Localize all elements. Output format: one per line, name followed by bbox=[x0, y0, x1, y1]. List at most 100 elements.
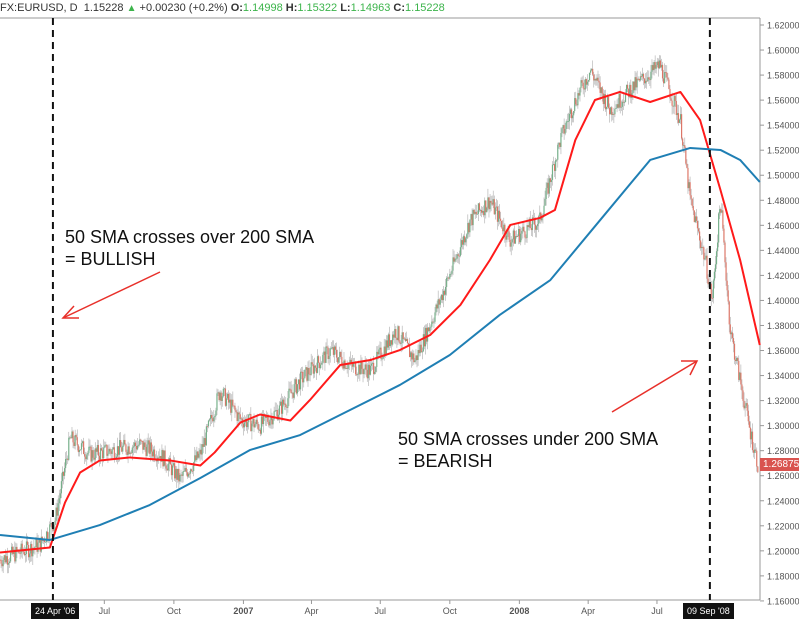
candle-body bbox=[729, 324, 731, 335]
candle-body bbox=[292, 392, 294, 398]
candle-body bbox=[381, 358, 383, 360]
candle-body bbox=[332, 347, 334, 355]
candle-body bbox=[562, 125, 564, 129]
candle-body bbox=[7, 563, 10, 565]
candle-body bbox=[197, 451, 199, 458]
candle-body bbox=[633, 81, 635, 91]
candle-body bbox=[94, 448, 96, 460]
candle-body bbox=[275, 409, 277, 411]
price-change: +0.00230 (+0.2%) bbox=[139, 2, 228, 14]
candle-body bbox=[220, 392, 222, 401]
candle-body bbox=[37, 542, 39, 552]
candle-body bbox=[253, 418, 255, 428]
candle-body bbox=[79, 449, 82, 451]
candle-body bbox=[138, 444, 140, 446]
candle-body bbox=[315, 367, 318, 373]
candle-body bbox=[438, 299, 440, 305]
candle-body bbox=[6, 556, 9, 565]
candle-body bbox=[420, 344, 422, 353]
candle-body bbox=[591, 68, 593, 71]
candle-body bbox=[223, 388, 225, 390]
candle-body bbox=[421, 351, 423, 353]
candle-body bbox=[613, 113, 615, 115]
candle-body bbox=[688, 182, 690, 189]
candles bbox=[0, 55, 759, 574]
candle-body bbox=[683, 145, 685, 147]
candle-body bbox=[170, 464, 173, 476]
candle-body bbox=[150, 442, 152, 452]
symbol-name[interactable]: FX:EURUSD, D bbox=[0, 2, 78, 14]
candle-body bbox=[417, 349, 419, 360]
candle-body bbox=[219, 392, 221, 401]
candle-body bbox=[69, 437, 71, 439]
candle-body bbox=[252, 418, 254, 424]
candle-body bbox=[548, 178, 550, 194]
candle-body bbox=[678, 119, 681, 123]
candle-body bbox=[636, 78, 638, 88]
price-axis[interactable]: 1.16000 1.18000 1.20000 1.22000 1.24000 1.260… bbox=[760, 21, 799, 607]
candle-body bbox=[328, 355, 330, 360]
candle-body bbox=[183, 471, 185, 472]
candle-body bbox=[736, 358, 738, 362]
candle-body bbox=[92, 450, 94, 458]
candle-body bbox=[497, 210, 500, 222]
candle-body bbox=[715, 251, 718, 265]
candle-body bbox=[95, 448, 97, 452]
candle-body bbox=[552, 164, 555, 165]
candle-body bbox=[350, 359, 352, 364]
candle-body bbox=[356, 374, 358, 376]
candle-body bbox=[522, 226, 524, 231]
candle-body bbox=[111, 449, 113, 454]
candle-body bbox=[324, 351, 326, 363]
candle-body bbox=[560, 133, 562, 147]
time-tick-label: Apr bbox=[304, 606, 318, 616]
candle-body bbox=[664, 72, 666, 84]
close-value: 1.15228 bbox=[405, 2, 445, 14]
candle-body bbox=[725, 262, 727, 281]
time-axis[interactable]: Jul Oct 2007 Apr Jul Oct 2008 Apr Jul bbox=[99, 600, 663, 616]
candle-body bbox=[699, 231, 701, 241]
candle-body bbox=[596, 77, 598, 81]
candle-body bbox=[309, 374, 311, 376]
candle-body bbox=[620, 106, 622, 108]
candle-body bbox=[374, 371, 376, 374]
price-tick-label: 1.16000 bbox=[767, 596, 799, 606]
candle-body bbox=[26, 541, 29, 545]
candle-body bbox=[254, 424, 256, 428]
candle-body bbox=[443, 290, 446, 295]
candle-body bbox=[91, 450, 93, 462]
candle-body bbox=[665, 72, 667, 73]
candle-body bbox=[297, 379, 300, 385]
last-price-label: 1.26875 bbox=[760, 458, 799, 471]
candle-body bbox=[366, 369, 368, 379]
candle-body bbox=[192, 470, 194, 472]
candle-body bbox=[200, 449, 202, 455]
candle-body bbox=[719, 209, 721, 214]
candle-body bbox=[325, 346, 327, 363]
candle-body bbox=[164, 450, 166, 466]
candle-body bbox=[179, 474, 181, 482]
candle-body bbox=[376, 351, 378, 367]
candle-body bbox=[22, 551, 24, 553]
candle-body bbox=[479, 210, 482, 211]
candle-body bbox=[491, 202, 493, 205]
candle-body bbox=[564, 128, 566, 134]
candle-body bbox=[360, 360, 362, 375]
candle-body bbox=[422, 334, 424, 352]
candle-body bbox=[378, 349, 380, 355]
candle-body bbox=[75, 435, 77, 438]
candle-body bbox=[186, 472, 188, 477]
candle-body bbox=[682, 138, 684, 146]
symbol-header: FX:EURUSD, D 1.15228 ▲ +0.00230 (+0.2%) … bbox=[0, 2, 445, 14]
candle-body bbox=[384, 346, 386, 356]
candle-body bbox=[565, 121, 567, 129]
candle-body bbox=[489, 200, 491, 210]
candle-body bbox=[434, 312, 436, 322]
candle-body bbox=[299, 371, 302, 390]
time-tick-label: Oct bbox=[443, 606, 458, 616]
time-tick-label: Jul bbox=[375, 606, 387, 616]
candle-body bbox=[414, 360, 416, 363]
candle-body bbox=[663, 78, 665, 84]
candle-body bbox=[558, 142, 560, 145]
